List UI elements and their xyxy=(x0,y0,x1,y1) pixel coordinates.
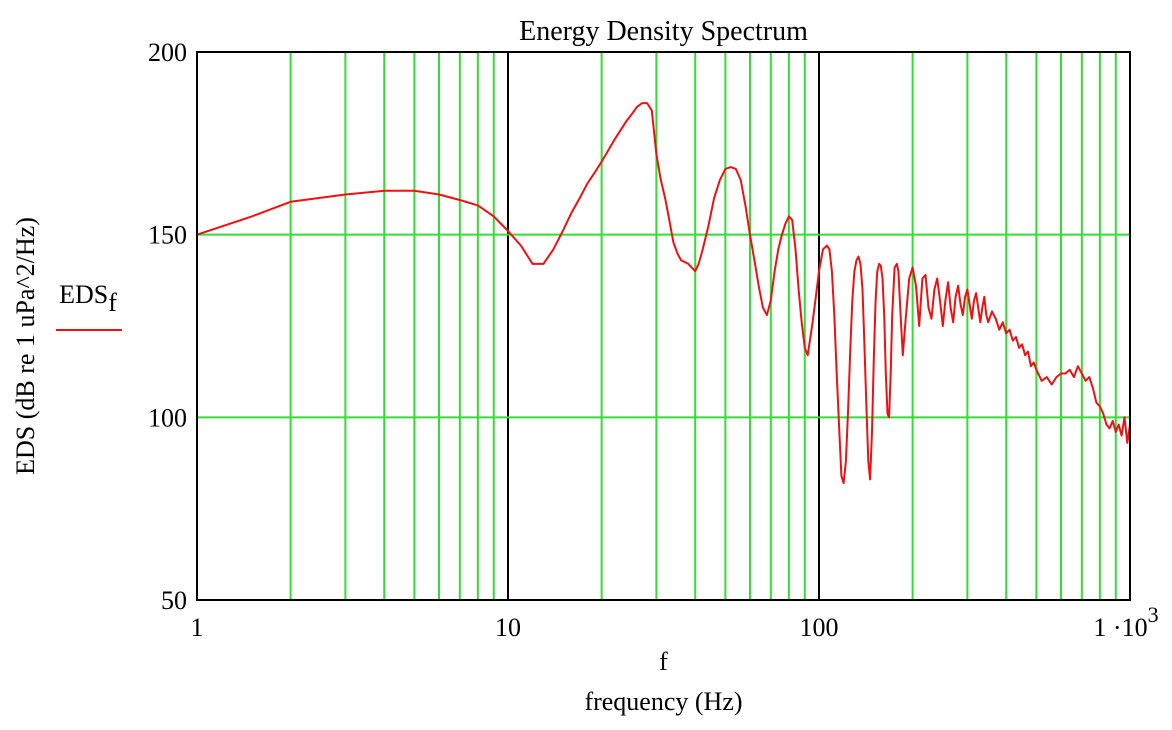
grid xyxy=(197,52,1130,600)
x-axis-sublabel: frequency (Hz) xyxy=(584,687,742,716)
y-tick-label: 150 xyxy=(148,221,187,250)
y-tick-label: 50 xyxy=(161,586,187,615)
x-tick-label-base: 1 ·10 xyxy=(1093,613,1147,642)
y-tick-label: 100 xyxy=(148,403,187,432)
y-axis-label: EDS (dB re 1 uPa^2/Hz) xyxy=(11,217,40,475)
legend-label: EDSf xyxy=(59,280,117,317)
y-tick-label: 200 xyxy=(148,38,187,67)
legend-label-subscript: f xyxy=(108,288,117,317)
series-layer xyxy=(196,102,1131,485)
x-axis-label: f xyxy=(659,647,668,676)
legend-label-main: EDS xyxy=(59,280,108,309)
x-tick-label: 10 xyxy=(495,613,521,642)
x-tick-labels: 1 10 100 1 ·103 xyxy=(191,602,1159,642)
series-line xyxy=(196,102,1131,485)
chart-title: Energy Density Spectrum xyxy=(519,16,808,47)
y-tick-labels: 50 100 150 200 xyxy=(148,38,187,615)
x-tick-label: 1 ·103 xyxy=(1093,602,1158,642)
x-tick-label: 100 xyxy=(800,613,839,642)
x-tick-label: 1 xyxy=(191,613,204,642)
x-tick-label-exponent: 3 xyxy=(1148,602,1159,627)
legend: EDSf xyxy=(56,280,122,331)
plot-frame xyxy=(196,51,1131,601)
